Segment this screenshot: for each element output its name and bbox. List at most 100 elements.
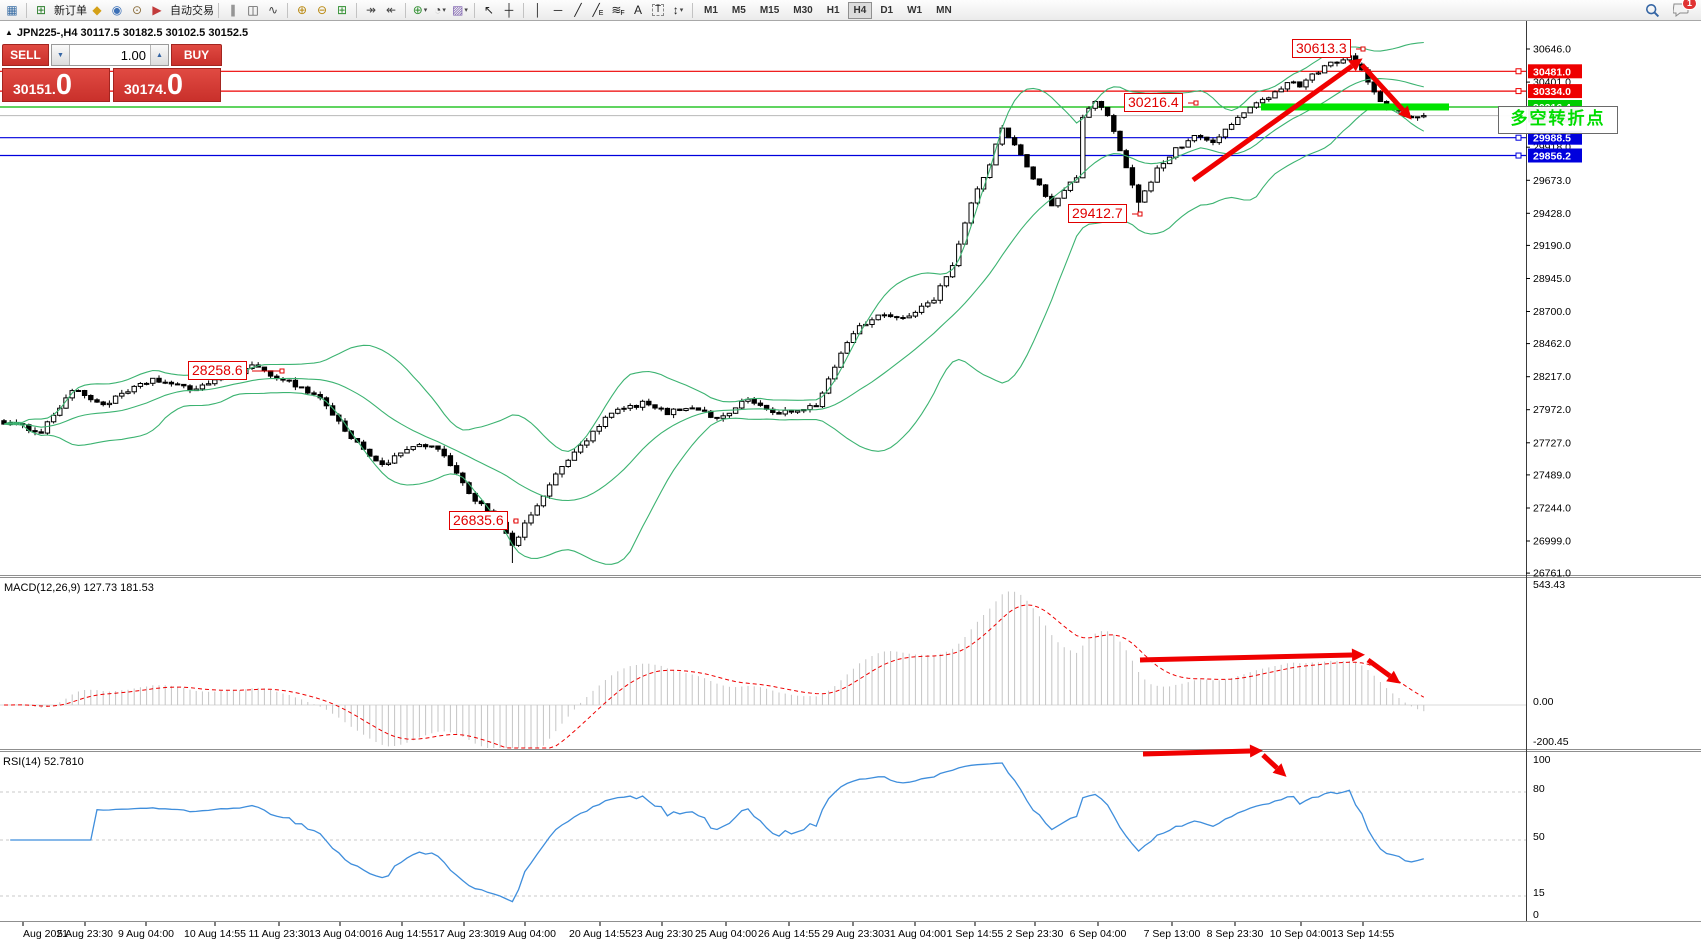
chart-title-text: JPN225-,H4 30117.5 30182.5 30102.5 30152… <box>16 27 249 39</box>
signals-icon[interactable]: ⊙ <box>131 3 143 17</box>
zoom-in-icon[interactable]: ⊕ <box>296 3 308 17</box>
toolbar-separator <box>692 2 693 18</box>
timeframe-h4[interactable]: H4 <box>847 1 873 19</box>
tile-windows-icon[interactable]: ⊞ <box>336 3 348 17</box>
auto-scroll-icon[interactable]: ↠ <box>365 3 377 17</box>
trend-arrows[interactable] <box>1139 58 1412 777</box>
svg-text:16 Aug 14:55: 16 Aug 14:55 <box>371 928 433 940</box>
callout-connectors <box>252 46 1366 524</box>
svg-text:0: 0 <box>1533 909 1539 921</box>
support-band[interactable] <box>1261 103 1449 111</box>
timeframe-d1[interactable]: D1 <box>880 4 894 16</box>
sell-price-button[interactable]: 30151. 0 <box>2 68 110 102</box>
line-chart-icon[interactable]: ∿ <box>267 3 279 17</box>
one-click-trade-panel: SELL ▼ ▲ BUY 30151.0 30174.0 <box>2 44 222 102</box>
price-callout[interactable]: 26835.6 <box>449 511 508 530</box>
turning-point-label[interactable]: 多空转折点 <box>1498 106 1618 134</box>
toolbar-separator <box>218 2 219 18</box>
buy-price-button[interactable]: 30174. 0 <box>113 68 221 102</box>
autotrading-button-label[interactable]: 自动交易 <box>170 5 214 17</box>
text-label-icon[interactable]: T <box>649 1 667 19</box>
periods-icon[interactable]: ◔ ▾ <box>434 3 446 17</box>
timeframe-m30[interactable]: M30 <box>793 4 813 16</box>
text-icon[interactable]: A <box>633 3 642 17</box>
svg-text:5 Aug 23:30: 5 Aug 23:30 <box>57 928 113 940</box>
market-watch-icon[interactable]: ◆ <box>92 3 102 17</box>
svg-text:27727.0: 27727.0 <box>1533 437 1571 449</box>
cursor-icon[interactable]: ↖ <box>483 3 495 17</box>
toolbar-separator <box>356 2 357 18</box>
toolbar-right-group: 1 <box>1642 0 1697 19</box>
collapse-triangle-icon[interactable]: ▲ <box>5 28 13 37</box>
line-handle[interactable] <box>1515 152 1522 159</box>
svg-text:30334.0: 30334.0 <box>1533 86 1571 98</box>
sell-button[interactable]: SELL <box>2 44 49 66</box>
community-icon[interactable]: ◉ <box>111 3 123 17</box>
new-order-button-label[interactable]: 新订单 <box>54 5 87 17</box>
price-label-box <box>1528 130 1582 145</box>
timeframe-w1[interactable]: W1 <box>907 4 923 16</box>
trend-arrowhead <box>1249 744 1263 758</box>
timeframe-m5[interactable]: M5 <box>731 4 746 16</box>
arrows-icon[interactable]: ↕ ▾ <box>672 3 684 17</box>
equidistant-channel-icon[interactable]: ╱ E <box>592 3 604 17</box>
trend-arrowhead <box>1348 58 1363 72</box>
price-callout[interactable]: 28258.6 <box>188 361 247 380</box>
bar-chart-icon[interactable]: ∥ <box>230 3 236 17</box>
volume-stepper: ▼ ▲ <box>51 44 169 66</box>
autotrading-button[interactable]: ▶ <box>152 3 162 17</box>
svg-text:29673.0: 29673.0 <box>1533 175 1571 187</box>
fibonacci-icon[interactable]: ≋ F <box>611 3 625 17</box>
price-axis[interactable]: 30646.030401.029918.029673.029428.029190… <box>1526 44 1582 922</box>
svg-text:6 Sep 04:00: 6 Sep 04:00 <box>1070 928 1127 940</box>
toolbar-separator <box>287 2 288 18</box>
new-order-button[interactable]: ⊞ <box>35 3 47 17</box>
zoom-out-icon[interactable]: ⊖ <box>316 3 328 17</box>
trend-arrowhead <box>1398 105 1412 120</box>
svg-text:30481.0: 30481.0 <box>1533 66 1571 78</box>
search-icon[interactable] <box>1643 1 1661 19</box>
svg-text:7 Sep 13:00: 7 Sep 13:00 <box>1144 928 1201 940</box>
svg-text:30646.0: 30646.0 <box>1533 44 1571 56</box>
bollinger-bands <box>3 41 1425 565</box>
price-callout[interactable]: 30613.3 <box>1292 39 1351 58</box>
price-label-box <box>1528 64 1582 79</box>
buy-price-pip: 0 <box>166 69 183 101</box>
trend-arrow <box>1142 748 1251 757</box>
trend-arrow <box>1191 63 1354 183</box>
toolbar-separator <box>474 2 475 18</box>
horizontal-line-icon[interactable]: ─ <box>553 3 563 17</box>
volume-input[interactable] <box>70 45 150 65</box>
line-handle[interactable] <box>1515 88 1522 95</box>
line-handle[interactable] <box>1515 68 1522 75</box>
chat-badge: 1 <box>1681 0 1697 10</box>
volume-decrease-button[interactable]: ▼ <box>52 45 70 65</box>
price-callout[interactable]: 29412.7 <box>1068 204 1127 223</box>
charts-icon[interactable]: ▦ <box>6 3 18 17</box>
trend-arrow <box>1261 753 1279 770</box>
candlestick-chart-icon[interactable]: ◫ <box>247 3 259 17</box>
line-handle[interactable] <box>1515 134 1522 141</box>
svg-text:28217.0: 28217.0 <box>1533 371 1571 383</box>
chat-icon[interactable]: 1 <box>1672 0 1697 19</box>
crosshair-icon[interactable]: ┼ <box>504 3 514 17</box>
chart-shift-icon[interactable]: ↞ <box>385 3 397 17</box>
templates-icon[interactable]: ▨ ▾ <box>452 3 468 17</box>
timeframe-mn[interactable]: MN <box>936 4 952 16</box>
buy-button[interactable]: BUY <box>171 44 222 66</box>
vertical-line-icon[interactable]: │ <box>534 3 542 17</box>
price-callout[interactable]: 30216.4 <box>1124 93 1183 112</box>
timeframe-m1[interactable]: M1 <box>704 4 718 16</box>
svg-text:28700.0: 28700.0 <box>1533 306 1571 318</box>
volume-increase-button[interactable]: ▲ <box>150 45 168 65</box>
buy-price-main: 30174. <box>124 81 167 97</box>
indicators-icon[interactable]: ⊕ ▾ <box>412 3 428 17</box>
trend-arrow <box>1139 652 1353 663</box>
timeframe-m15[interactable]: M15 <box>759 4 780 16</box>
trendline-icon[interactable]: ╱ <box>574 3 582 17</box>
macd-label: MACD(12,26,9) 127.73 181.53 <box>4 582 154 594</box>
timeframe-h1[interactable]: H1 <box>826 4 840 16</box>
